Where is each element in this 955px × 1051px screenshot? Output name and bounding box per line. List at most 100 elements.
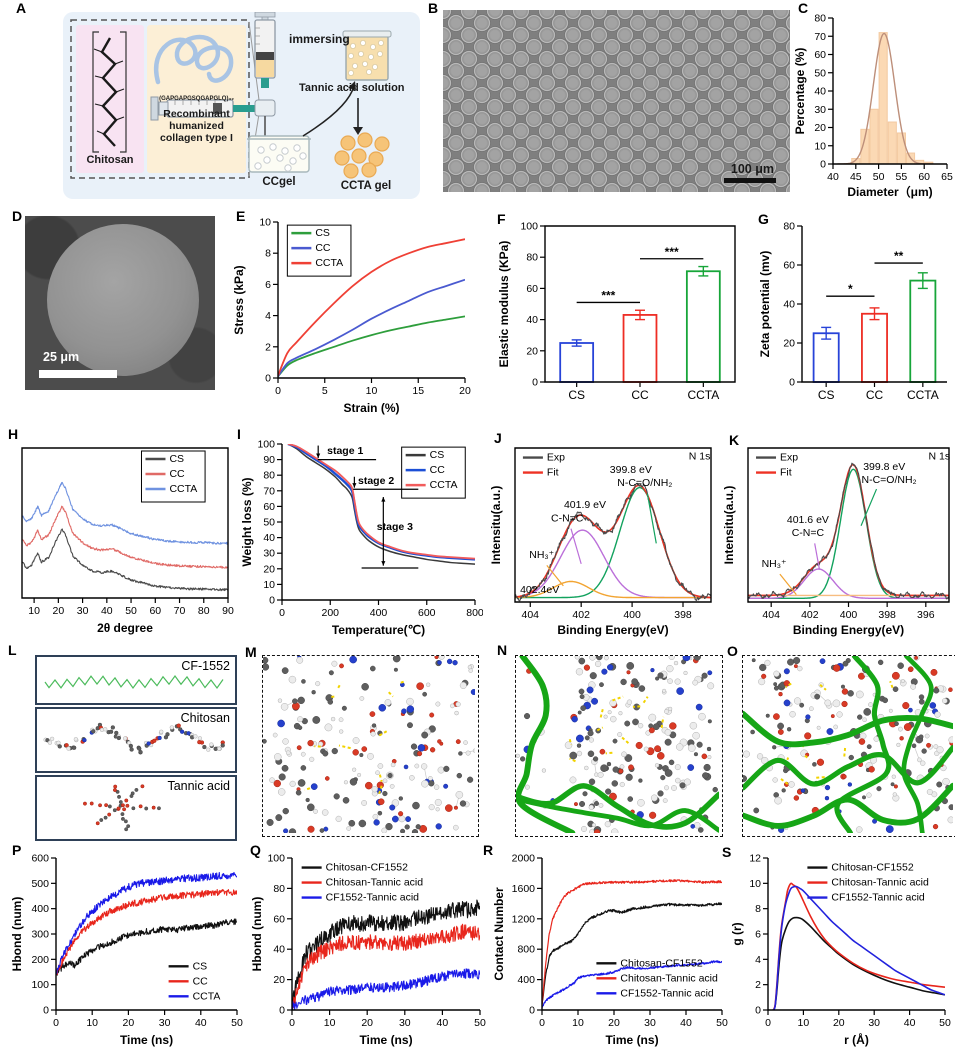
svg-text:404: 404 [522, 609, 540, 621]
svg-text:0: 0 [279, 1005, 285, 1017]
svg-text:2000: 2000 [512, 853, 536, 865]
ccta-gel-label: CCTA gel [340, 180, 392, 192]
svg-text:300: 300 [31, 929, 49, 941]
svg-text:55: 55 [896, 171, 908, 183]
svg-text:50: 50 [873, 171, 885, 183]
svg-text:50: 50 [125, 605, 137, 617]
schematic-drawing [70, 12, 392, 179]
svg-text:40: 40 [904, 1017, 916, 1029]
svg-text:40: 40 [273, 944, 285, 956]
svg-text:200: 200 [31, 954, 49, 966]
svg-text:40: 40 [526, 314, 538, 326]
panel-label-a: A [16, 0, 27, 16]
scale-bar [39, 370, 117, 378]
svg-text:60: 60 [918, 171, 930, 183]
svg-text:Time (ns): Time (ns) [605, 1033, 658, 1047]
svg-text:80: 80 [526, 252, 538, 264]
svg-text:5: 5 [322, 385, 328, 397]
svg-text:Time (ns): Time (ns) [359, 1033, 412, 1047]
svg-text:Hbond (num): Hbond (num) [250, 897, 264, 972]
panel-label-d: D [12, 208, 23, 224]
svg-text:70: 70 [814, 31, 826, 43]
svg-text:CS: CS [169, 453, 184, 465]
chart-diameter-histogram: 40 45 50 55 60 65 0 10 20 30 40 50 60 70 80 Diameter（μm… [793, 8, 955, 200]
svg-text:6: 6 [265, 279, 271, 291]
svg-text:Time (ns): Time (ns) [120, 1033, 173, 1047]
horizontal-syringe-icon [150, 96, 255, 121]
svg-text:CS: CS [568, 388, 585, 402]
chitosan-label: Chitosan [86, 154, 134, 166]
svg-text:45: 45 [850, 171, 862, 183]
svg-text:CS: CS [818, 388, 835, 402]
svg-text:10: 10 [366, 385, 378, 397]
svg-text:200: 200 [321, 607, 339, 619]
svg-text:50: 50 [474, 1017, 486, 1029]
svg-text:N-C=O/NH₂: N-C=O/NH₂ [862, 474, 917, 486]
svg-text:4: 4 [755, 954, 761, 966]
svg-text:0: 0 [289, 1017, 295, 1029]
beaker-icon [342, 30, 392, 81]
panel-label-m: M [245, 644, 257, 660]
svg-text:CCTA: CCTA [169, 483, 197, 495]
svg-text:CCTA: CCTA [430, 479, 458, 491]
svg-text:400: 400 [517, 974, 535, 986]
svg-text:50: 50 [939, 1017, 951, 1029]
chart-zeta-potential: 0 20 40 60 80 Zeta potential (mv) CS CC CCTA * ** [758, 218, 955, 416]
svg-text:Elastic modulus (KPa): Elastic modulus (KPa) [497, 241, 511, 368]
svg-text:20: 20 [459, 385, 471, 397]
svg-text:Percentage (%): Percentage (%) [793, 48, 807, 135]
svg-text:100: 100 [267, 853, 285, 865]
svg-text:0: 0 [53, 1017, 59, 1029]
svg-text:396: 396 [917, 609, 935, 621]
svg-text:401.9 eV: 401.9 eV [564, 499, 606, 511]
molecule-caption: CF-1552 [181, 659, 230, 673]
svg-text:C-N=C: C-N=C [792, 527, 825, 539]
svg-text:CC: CC [169, 468, 185, 480]
svg-text:40: 40 [195, 1017, 207, 1029]
svg-text:100: 100 [520, 221, 538, 233]
svg-text:0: 0 [539, 1017, 545, 1029]
svg-text:40: 40 [680, 1017, 692, 1029]
svg-text:400: 400 [623, 609, 641, 621]
svg-text:*: * [848, 282, 853, 296]
md-drawing [263, 656, 475, 833]
svg-text:80: 80 [263, 470, 275, 482]
svg-text:50: 50 [814, 67, 826, 79]
panel-label-q: Q [250, 842, 261, 858]
svg-text:10: 10 [814, 140, 826, 152]
svg-text:399.8 eV: 399.8 eV [610, 464, 652, 476]
svg-text:Exp: Exp [547, 452, 565, 464]
svg-text:4: 4 [265, 310, 271, 322]
svg-text:30: 30 [159, 1017, 171, 1029]
chart-rdf: 0 10 20 30 40 50 0 2 4 6 8 10 12 r (Å) g (r) Chitosan-C… [730, 850, 955, 1048]
svg-text:20: 20 [273, 974, 285, 986]
sem-single-microsphere: 25 μm [25, 216, 215, 390]
svg-text:CC: CC [866, 388, 884, 402]
svg-text:60: 60 [783, 260, 795, 272]
svg-text:CCTA: CCTA [907, 388, 939, 402]
svg-text:stage 2: stage 2 [358, 475, 394, 487]
svg-text:20: 20 [833, 1017, 845, 1029]
svg-text:90: 90 [263, 454, 275, 466]
svg-text:10: 10 [749, 878, 761, 890]
svg-text:10: 10 [798, 1017, 810, 1029]
chart-xrd: 10 20 30 40 50 60 70 80 90 2θ degree CS CC CCTA [8, 440, 236, 636]
svg-text:600: 600 [418, 607, 436, 619]
svg-text:Contact Number: Contact Number [492, 887, 506, 981]
svg-text:0: 0 [532, 377, 538, 389]
chart-xps-n1s-ccta: 404 402 400 398 396 Binding Energy(eV) Intensi… [722, 442, 955, 638]
sem-microsphere-array: 100 μm [443, 10, 790, 192]
svg-text:stage 1: stage 1 [327, 445, 363, 457]
svg-text:g (r): g (r) [730, 922, 744, 945]
svg-text:Intensitu(a.u.): Intensitu(a.u.) [489, 486, 503, 565]
panel-label-h: H [8, 426, 19, 442]
scale-bar [724, 178, 776, 183]
svg-text:stage 3: stage 3 [377, 521, 413, 533]
panel-label-g: G [758, 211, 769, 227]
svg-text:Chitosan-Tannic acid: Chitosan-Tannic acid [620, 972, 718, 984]
svg-text:CCTA: CCTA [315, 257, 343, 269]
md-drawing [516, 656, 719, 833]
svg-text:CF1552-Tannic acid: CF1552-Tannic acid [326, 892, 420, 904]
svg-text:0: 0 [529, 1005, 535, 1017]
svg-text:400: 400 [840, 609, 858, 621]
